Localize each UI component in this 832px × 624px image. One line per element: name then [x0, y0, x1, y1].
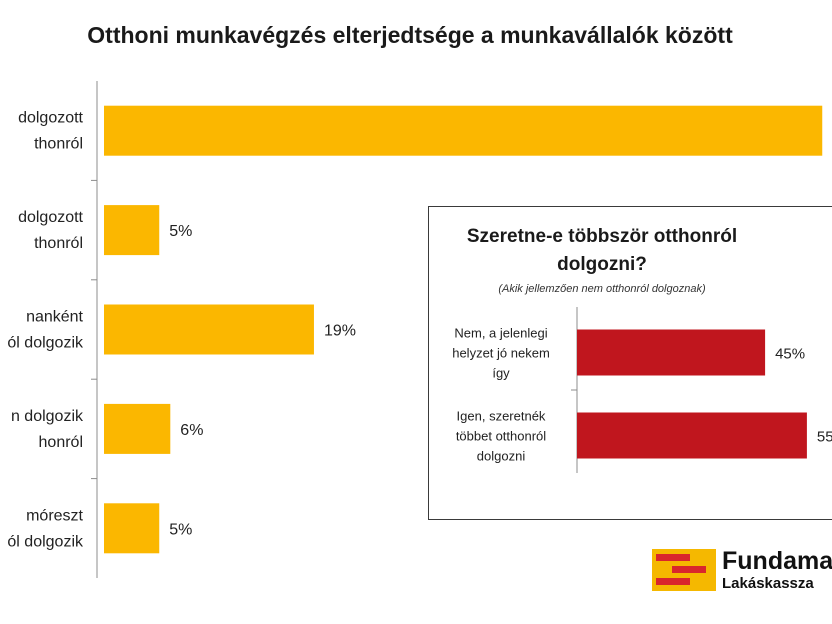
category-label: dolgozott — [18, 209, 83, 226]
inset-bar-chart: 45% Nem, a jelenlegi helyzet jó nekem így 55… — [452, 307, 832, 473]
inset-category-label: Igen, szeretnék — [457, 409, 546, 424]
bar — [104, 105, 823, 156]
logo-sub: Lakáskassza — [722, 575, 814, 592]
chart-title: Otthoni munkavégzés elterjedtsége a munk… — [87, 22, 733, 48]
inset-subtitle: (Akik jellemzően nem otthonról dolgoznak… — [498, 283, 706, 295]
category-label: ól dolgozik — [7, 533, 84, 550]
inset-title-line-1: Szeretne-e többször otthonról — [466, 226, 738, 247]
inset-title-line-2: dolgozni? — [557, 254, 647, 275]
category-label: dolgozott — [18, 110, 83, 127]
inset-category-label: dolgozni — [477, 449, 526, 464]
inset-category-label: többet otthonról — [456, 429, 546, 444]
category-label: n dolgozik — [11, 408, 84, 425]
inset-category-label: Nem, a jelenlegi — [454, 326, 547, 341]
category-label: ól dolgozik — [7, 335, 84, 352]
bar — [104, 403, 171, 454]
value-label: 5% — [169, 521, 192, 538]
inset-panel: Szeretne-e többször otthonról dolgozni? … — [428, 206, 832, 520]
inset-bar — [577, 329, 766, 376]
category-label: honról — [39, 434, 83, 451]
inset-title: Szeretne-e többször otthonról dolgozni? — [429, 223, 775, 279]
bar — [104, 503, 160, 554]
inset-bar — [577, 412, 807, 459]
bar — [104, 205, 160, 256]
inset-category-label: így — [492, 366, 510, 381]
category-label: móreszt — [26, 507, 83, 524]
inset-value-label: 45% — [775, 346, 805, 363]
inset-value-label: 55 — [817, 429, 832, 446]
logo-mark — [652, 549, 716, 591]
inset-category-label: helyzet jó nekem — [452, 346, 550, 361]
value-label: 5% — [169, 223, 192, 240]
value-label: 19% — [324, 323, 356, 340]
category-label: nanként — [26, 309, 83, 326]
value-label: 6% — [180, 422, 203, 439]
logo-name: Fundama — [722, 547, 832, 575]
fundamenta-logo: Fundama Lakáskassza — [652, 547, 832, 594]
category-label: thonról — [34, 235, 83, 252]
category-label: thonról — [34, 136, 83, 153]
bar — [104, 304, 314, 355]
